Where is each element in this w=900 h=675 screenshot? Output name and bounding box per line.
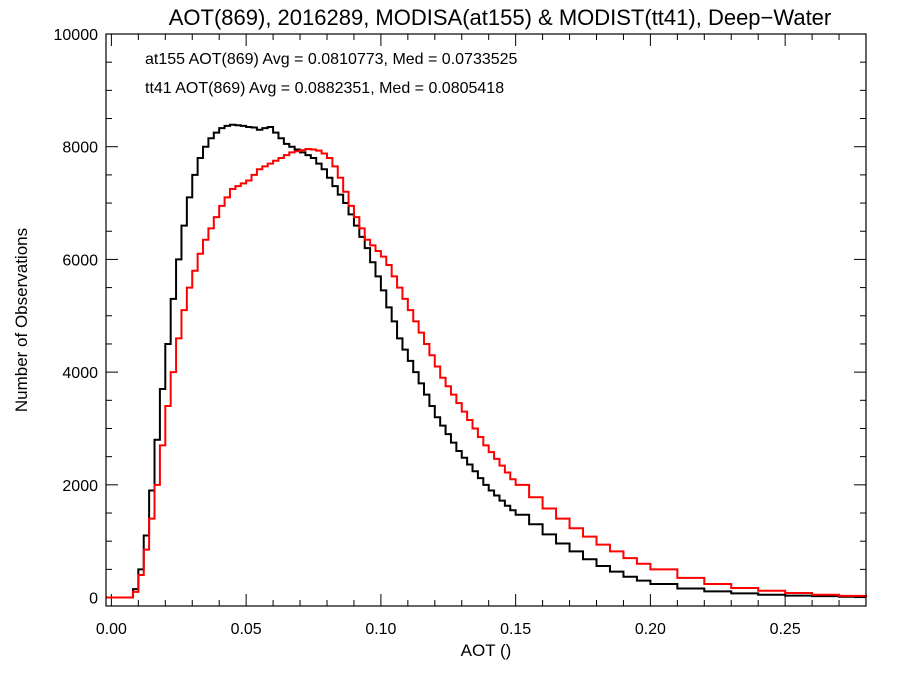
chart-title: AOT(869), 2016289, MODISA(at155) & MODIS… [169,5,832,30]
x-tick-label: 0.00 [96,621,127,638]
x-tick-label: 0.25 [770,621,801,638]
plot-frame [105,33,867,607]
y-tick-label: 10000 [54,27,99,44]
series-annotation-at155: at155 AOT(869) Avg = 0.0810773, Med = 0.… [145,51,518,68]
y-tick-label: 6000 [62,252,98,269]
plot-series [106,123,867,599]
x-tick-label: 0.10 [365,621,396,638]
series-annotation-tt41: tt41 AOT(869) Avg = 0.0882351, Med = 0.0… [145,80,504,97]
y-tick-label: 4000 [62,365,98,382]
y-axis: 0 2000 4000 6000 8000 10000 [54,27,866,608]
x-axis: 0.00 0.05 0.10 0.15 0.20 0.25 [96,34,867,638]
series-line-tt41 [106,147,867,599]
x-tick-label: 0.20 [635,621,666,638]
y-tick-label: 2000 [62,478,98,495]
x-axis-label: AOT () [461,641,512,660]
x-tick-label: 0.15 [500,621,531,638]
y-axis-label: Number of Observations [12,228,31,412]
x-tick-label: 0.05 [231,621,262,638]
y-tick-label: 0 [89,591,98,608]
y-tick-label: 8000 [62,140,98,157]
series-line-at155 [106,123,867,599]
